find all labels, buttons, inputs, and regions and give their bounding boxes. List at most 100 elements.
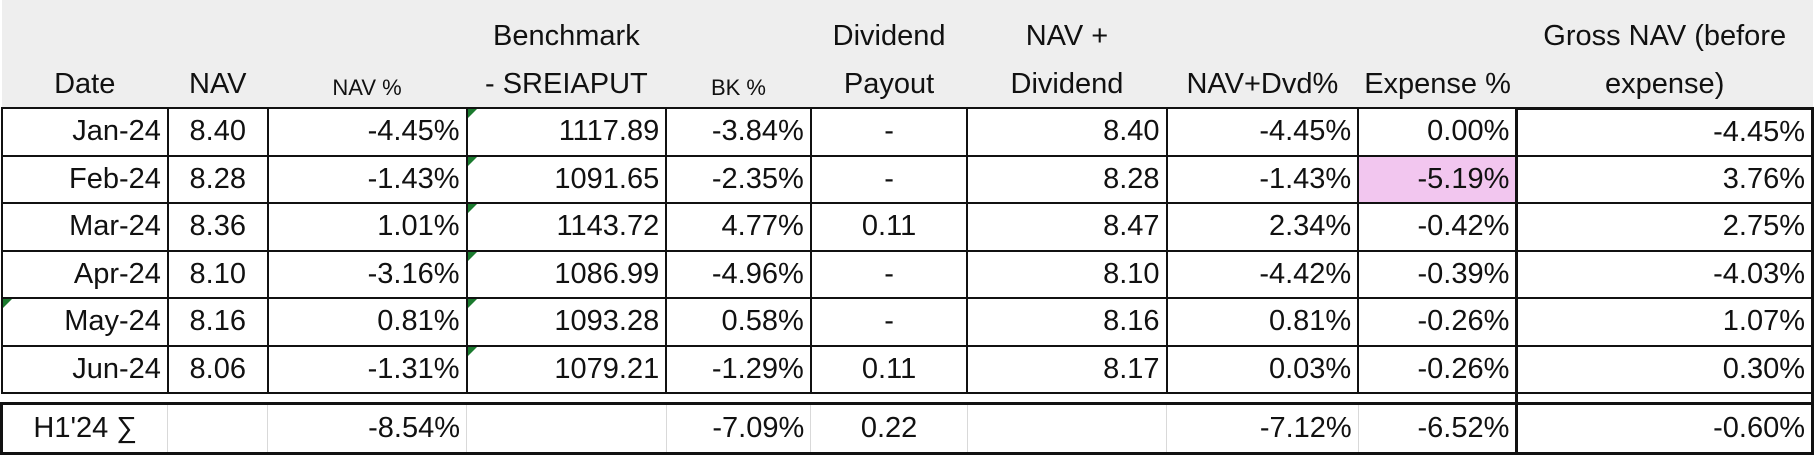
total-nav-dvd-pct[interactable]: -7.12% <box>1166 401 1359 455</box>
cell-date[interactable]: Mar-24 <box>0 202 169 252</box>
cell-nav-dividend[interactable]: 8.28 <box>966 154 1168 204</box>
cell-expense-pct[interactable]: -0.26% <box>1357 344 1518 394</box>
cell-gross[interactable]: -4.03% <box>1515 249 1814 299</box>
cell-dividend[interactable]: - <box>809 249 969 299</box>
cell-nav[interactable]: 8.40 <box>166 107 269 157</box>
cell-nav[interactable]: 8.36 <box>166 202 269 252</box>
cell-nav-dvd-pct[interactable]: -4.42% <box>1165 249 1360 299</box>
cell-benchmark[interactable]: 1093.28 <box>465 297 668 347</box>
header-date-top <box>1 0 168 55</box>
cell-nav-dvd-pct[interactable]: -1.43% <box>1165 154 1360 204</box>
cell-nav-pct[interactable]: -1.31% <box>266 344 468 394</box>
cell-expense-pct[interactable]: -0.42% <box>1357 202 1518 252</box>
total-nav-dividend[interactable] <box>966 401 1168 455</box>
cell-nav-dvd-pct[interactable]: 0.03% <box>1165 344 1360 394</box>
cell-gross[interactable]: 0.30% <box>1515 344 1814 394</box>
table-row: Apr-24 8.10 -3.16% 1086.99 -4.96% - 8.10… <box>0 249 1814 299</box>
header-expense-top <box>1358 0 1517 55</box>
cell-nav-dividend[interactable]: 8.17 <box>966 344 1168 394</box>
cell-nav-pct[interactable]: -3.16% <box>266 249 468 299</box>
cell-expense-pct[interactable]: -0.39% <box>1357 249 1518 299</box>
cell-expense-pct[interactable]: 0.00% <box>1357 107 1518 157</box>
cell-benchmark[interactable]: 1117.89 <box>465 107 668 157</box>
total-nav[interactable] <box>167 401 269 455</box>
cell-nav-dividend[interactable]: 8.10 <box>966 249 1168 299</box>
cell-nav-dvd-pct[interactable]: 0.81% <box>1165 297 1360 347</box>
cell-nav-pct[interactable]: 0.81% <box>266 297 468 347</box>
cell-nav[interactable]: 8.16 <box>166 297 269 347</box>
header-dividend-line2[interactable]: Payout <box>810 55 968 108</box>
cell-bk-pct[interactable]: -2.35% <box>665 154 812 204</box>
cell-nav-dividend[interactable]: 8.47 <box>966 202 1168 252</box>
header-expense-pct[interactable]: Expense % <box>1358 55 1517 108</box>
gap-cell-gross <box>1515 393 1814 403</box>
cell-bk-pct[interactable]: -4.96% <box>665 249 812 299</box>
header-row-1: Benchmark Dividend NAV + Gross NAV (befo… <box>1 0 1813 55</box>
header-navdiv-line1[interactable]: NAV + <box>967 0 1167 55</box>
cell-benchmark[interactable]: 1091.65 <box>465 154 668 204</box>
header-gross-line1[interactable]: Gross NAV (before <box>1516 0 1813 55</box>
cell-date[interactable]: Feb-24 <box>0 154 169 204</box>
cell-bk-pct[interactable]: -3.84% <box>665 107 812 157</box>
total-row: H1'24 ∑ -8.54% -7.09% 0.22 -7.12% -6.52%… <box>0 401 1814 455</box>
header-nav[interactable]: NAV <box>167 55 268 108</box>
cell-date[interactable]: Jun-24 <box>0 344 169 394</box>
cell-dividend[interactable]: 0.11 <box>809 344 969 394</box>
cell-bk-pct[interactable]: 4.77% <box>665 202 812 252</box>
total-dividend[interactable]: 0.22 <box>810 401 968 455</box>
cell-dividend[interactable]: - <box>809 154 969 204</box>
cell-dividend[interactable]: 0.11 <box>809 202 969 252</box>
total-gross[interactable]: -0.60% <box>1515 401 1814 455</box>
header-row-2: Date NAV NAV % - SREIAPUT BK % Payout Di… <box>1 55 1813 108</box>
cell-dividend[interactable]: - <box>809 297 969 347</box>
cell-bk-pct[interactable]: 0.58% <box>665 297 812 347</box>
cell-benchmark[interactable]: 1086.99 <box>465 249 668 299</box>
cell-nav-dividend[interactable]: 8.40 <box>966 107 1168 157</box>
cell-gross[interactable]: 1.07% <box>1515 297 1814 347</box>
header-navdiv-line2[interactable]: Dividend <box>967 55 1167 108</box>
cell-nav-dvd-pct[interactable]: -4.45% <box>1165 107 1360 157</box>
header-benchmark-line1[interactable]: Benchmark <box>466 0 667 55</box>
header-date[interactable]: Date <box>1 55 168 108</box>
cell-dividend[interactable]: - <box>809 107 969 157</box>
gap-cell <box>2 393 1517 403</box>
header-nav-top <box>167 0 268 55</box>
header-benchmark-line2[interactable]: - SREIAPUT <box>466 55 667 108</box>
cell-nav[interactable]: 8.10 <box>166 249 269 299</box>
cell-expense-pct-highlighted[interactable]: -5.19% <box>1357 154 1518 204</box>
table-row: Feb-24 8.28 -1.43% 1091.65 -2.35% - 8.28… <box>0 154 1814 204</box>
cell-nav[interactable]: 8.06 <box>166 344 269 394</box>
cell-date[interactable]: May-24 <box>0 297 169 347</box>
cell-nav-pct[interactable]: -4.45% <box>266 107 468 157</box>
header-nav-dvd-pct[interactable]: NAV+Dvd% <box>1166 55 1359 108</box>
header-bk-pct[interactable]: BK % <box>666 55 811 108</box>
total-expense-pct[interactable]: -6.52% <box>1357 401 1518 455</box>
total-bk-pct[interactable]: -7.09% <box>665 401 812 455</box>
header-dividend-line1[interactable]: Dividend <box>810 0 968 55</box>
cell-date[interactable]: Jan-24 <box>0 107 169 157</box>
cell-gross[interactable]: 2.75% <box>1515 202 1814 252</box>
total-label[interactable]: H1'24 ∑ <box>0 401 169 455</box>
cell-expense-pct[interactable]: -0.26% <box>1357 297 1518 347</box>
total-nav-pct[interactable]: -8.54% <box>267 401 468 455</box>
cell-nav-pct[interactable]: -1.43% <box>266 154 468 204</box>
cell-benchmark[interactable]: 1143.72 <box>465 202 668 252</box>
cell-bk-pct[interactable]: -1.29% <box>665 344 812 394</box>
cell-gross[interactable]: 3.76% <box>1515 154 1814 204</box>
header-navpct-top <box>267 0 467 55</box>
total-benchmark[interactable] <box>466 401 667 455</box>
cell-date[interactable]: Apr-24 <box>0 249 169 299</box>
table-row: May-24 8.16 0.81% 1093.28 0.58% - 8.16 0… <box>0 297 1814 347</box>
cell-nav-dvd-pct[interactable]: 2.34% <box>1165 202 1360 252</box>
header-bkpct-top <box>666 0 811 55</box>
header-navdvdpct-top <box>1166 0 1359 55</box>
header-gross-line2[interactable]: expense) <box>1516 55 1813 108</box>
cell-nav-pct[interactable]: 1.01% <box>266 202 468 252</box>
cell-benchmark[interactable]: 1079.21 <box>465 344 668 394</box>
cell-gross[interactable]: -4.45% <box>1515 106 1814 157</box>
cell-nav[interactable]: 8.28 <box>166 154 269 204</box>
cell-nav-dividend[interactable]: 8.16 <box>966 297 1168 347</box>
header-nav-pct[interactable]: NAV % <box>267 55 467 108</box>
